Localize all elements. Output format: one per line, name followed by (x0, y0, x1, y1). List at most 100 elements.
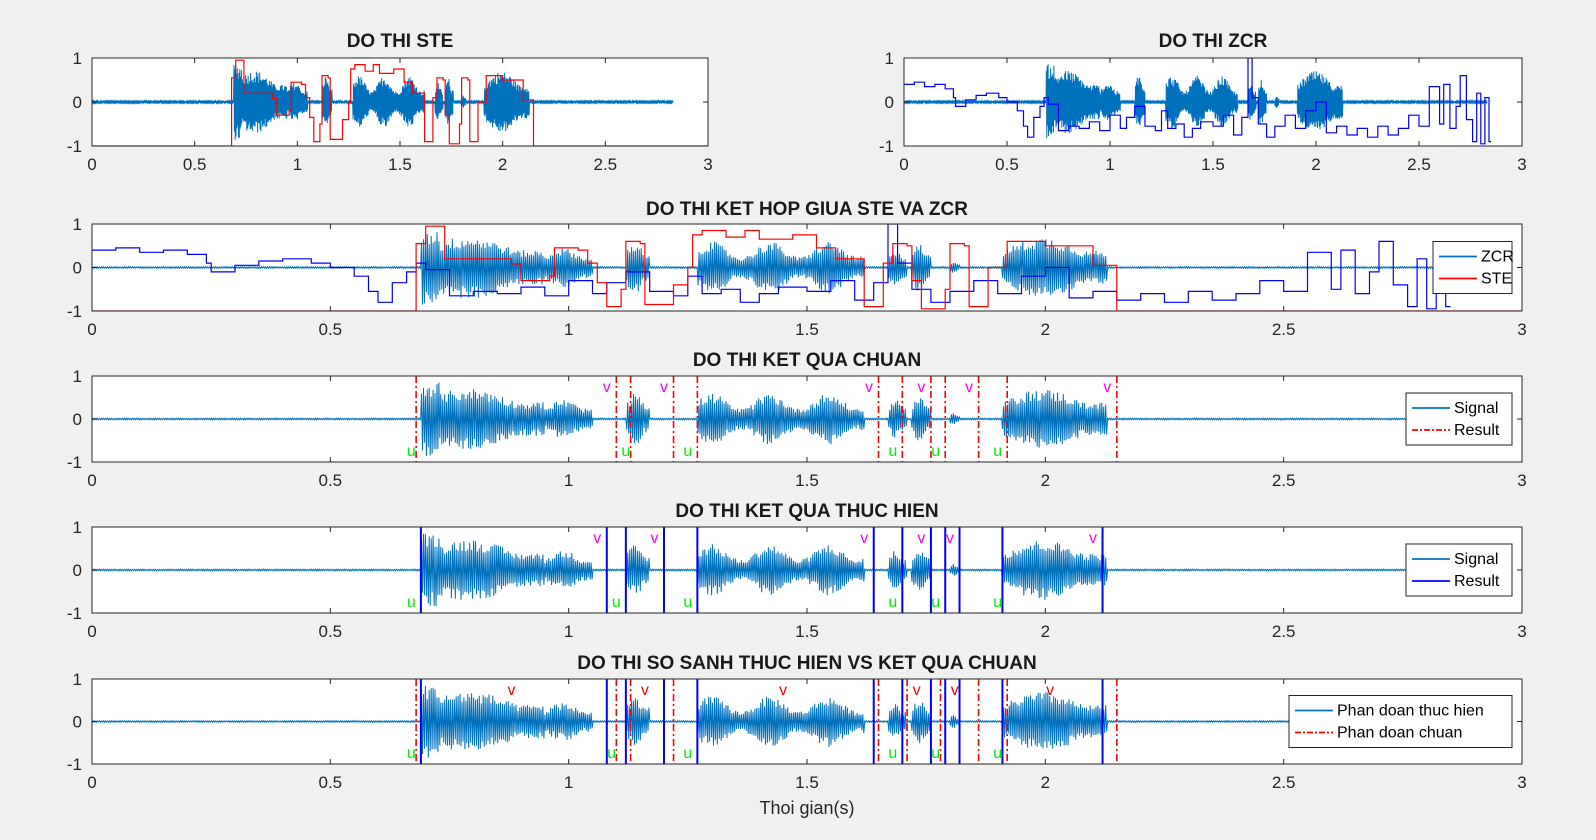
axes-title: DO THI KET QUA THUC HIEN (675, 501, 938, 522)
y-tick-label: -1 (67, 604, 82, 623)
legend-entry-label: Phan doan thuc hien (1337, 703, 1484, 720)
label-unvoiced: u (931, 443, 940, 460)
axes-title: DO THI STE (347, 31, 454, 52)
x-tick-label: 1.5 (795, 622, 819, 641)
signal-line (904, 64, 1488, 139)
label-voiced: v (1046, 682, 1054, 699)
x-tick-label: 3 (1517, 471, 1526, 490)
x-tick-label: 2 (498, 155, 507, 174)
x-tick-label: 3 (1517, 155, 1526, 174)
x-tick-label: 1 (564, 471, 573, 490)
x-tick-label: 0 (87, 320, 96, 339)
label-voiced: v (593, 530, 601, 547)
x-tick-label: 2 (1041, 320, 1050, 339)
label-voiced: v (1089, 530, 1097, 547)
legend-entry-label: ZCR (1481, 249, 1514, 266)
label-unvoiced: u (888, 594, 897, 611)
axes-title: DO THI SO SANH THUC HIEN VS KET QUA CHUA… (577, 653, 1037, 674)
label-voiced: v (917, 379, 925, 396)
axes-zcr: DO THI ZCR 0 0.5 1 1.5 2 2.5 3 1 0 -1 (879, 31, 1527, 174)
x-tick-label: 2 (1311, 155, 1320, 174)
label-unvoiced: u (683, 745, 692, 762)
legend: Signal Result (1405, 392, 1513, 446)
x-tick-label: 2 (1041, 622, 1050, 641)
x-tick-label: 1.5 (795, 773, 819, 792)
legend-box (1405, 392, 1513, 446)
x-tick-label: 0 (87, 155, 96, 174)
zcr-line (92, 224, 1451, 310)
y-tick-label: 1 (73, 49, 82, 68)
label-voiced: v (779, 682, 787, 699)
label-unvoiced: u (993, 594, 1002, 611)
legend-entry-label: Result (1454, 573, 1500, 590)
plot-content (92, 59, 708, 146)
x-tick-label: 2.5 (1407, 155, 1431, 174)
label-unvoiced: u (607, 745, 616, 762)
legend: Signal Result (1405, 543, 1513, 597)
axes-ste: DO THI STE 0 0.5 1 1.5 2 2.5 3 1 0 -1 (67, 31, 713, 174)
x-tick-label: 2 (1041, 471, 1050, 490)
axes-title: DO THI KET QUA CHUAN (693, 350, 921, 371)
label-voiced: v (865, 379, 873, 396)
y-tick-label: -1 (67, 755, 82, 774)
y-tick-label: 0 (885, 93, 894, 112)
y-tick-label: 0 (73, 410, 82, 429)
x-tick-label: 1 (293, 155, 302, 174)
legend: Phan doan thuc hien Phan doan chuan (1288, 695, 1513, 748)
x-tick-label: 0.5 (995, 155, 1019, 174)
y-tick-label: 0 (73, 259, 82, 278)
plot-content (904, 58, 1492, 145)
signal-line (92, 685, 1442, 758)
x-tick-label: 0 (87, 773, 96, 792)
x-tick-label: 1.5 (795, 471, 819, 490)
label-voiced: v (913, 682, 921, 699)
x-tick-label: 1.5 (1201, 155, 1225, 174)
y-tick-label: -1 (67, 302, 82, 321)
label-voiced: v (860, 530, 868, 547)
zcr-line (904, 58, 1492, 145)
legend-entry-label: STE (1481, 271, 1512, 288)
label-unvoiced: u (931, 745, 940, 762)
legend-box (1432, 241, 1513, 294)
label-unvoiced: u (931, 594, 940, 611)
x-tick-label: 0.5 (319, 622, 343, 641)
legend-entry-label: Result (1454, 422, 1500, 439)
label-voiced: v (507, 682, 515, 699)
x-tick-label: 0 (87, 622, 96, 641)
x-tick-label: 3 (703, 155, 712, 174)
label-unvoiced: u (993, 745, 1002, 762)
x-tick-label: 1 (564, 622, 573, 641)
y-tick-label: 1 (73, 367, 82, 386)
x-tick-label: 0.5 (319, 471, 343, 490)
plot-content (92, 679, 1442, 764)
x-tick-label: 3 (1517, 320, 1526, 339)
x-tick-label: 2.5 (594, 155, 618, 174)
label-unvoiced: u (407, 594, 416, 611)
x-tick-label: 3 (1517, 622, 1526, 641)
axes-combined: DO THI KET HOP GIUA STE VA ZCR 0 0.5 1 1.5 2 2… (67, 199, 1527, 339)
label-unvoiced: u (683, 443, 692, 460)
label-voiced: v (603, 379, 611, 396)
label-unvoiced: u (407, 443, 416, 460)
y-tick-label: 1 (885, 49, 894, 68)
label-unvoiced: u (993, 443, 1002, 460)
plot-content (92, 376, 1442, 462)
axes-chuan: DO THI KET QUA CHUAN 0 0.5 1 1.5 2 2.5 3 1 0 -1 u v u… (67, 350, 1527, 490)
x-tick-label: 1 (564, 773, 573, 792)
legend-entry-label: Signal (1454, 400, 1498, 417)
y-tick-label: -1 (67, 453, 82, 472)
label-unvoiced: u (888, 443, 897, 460)
y-tick-label: 1 (73, 518, 82, 537)
ste-line (92, 225, 1522, 311)
x-tick-label: 0.5 (183, 155, 207, 174)
label-voiced: v (965, 379, 973, 396)
legend-entry-label: Phan doan chuan (1337, 725, 1462, 742)
label-unvoiced: u (888, 745, 897, 762)
label-unvoiced: u (612, 594, 621, 611)
y-tick-label: 0 (73, 93, 82, 112)
ste-line (92, 59, 708, 146)
signal-line (92, 65, 674, 140)
x-tick-label: 0.5 (319, 320, 343, 339)
